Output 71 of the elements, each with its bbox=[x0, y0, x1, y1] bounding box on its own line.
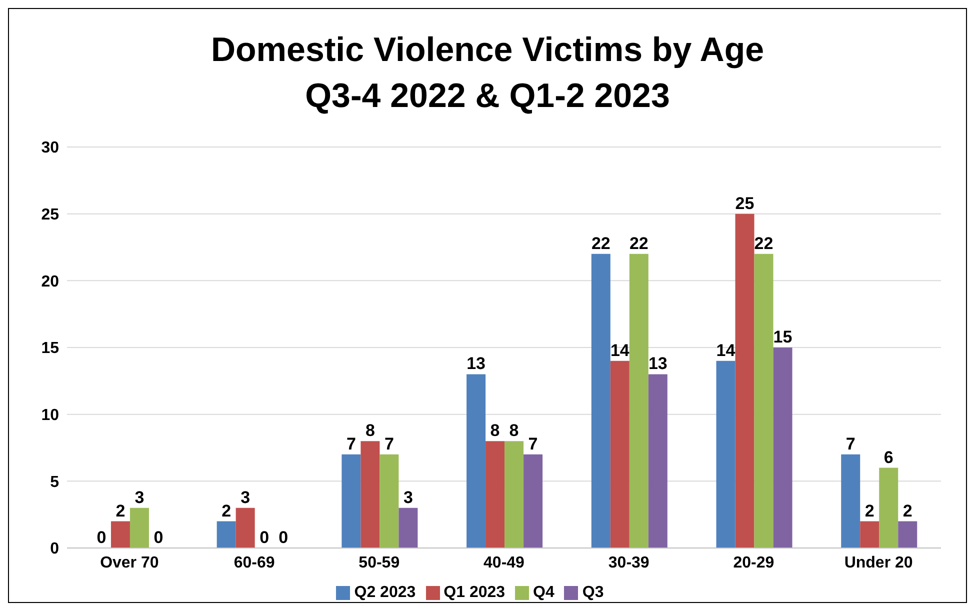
data-label: 13 bbox=[466, 354, 486, 374]
bar bbox=[466, 374, 486, 548]
y-tick-label: 15 bbox=[41, 340, 60, 358]
bar bbox=[216, 521, 236, 548]
data-label: 0 bbox=[278, 528, 288, 547]
legend-label: Q4 bbox=[533, 584, 554, 601]
data-label: 13 bbox=[648, 354, 668, 374]
data-label: 7 bbox=[384, 434, 394, 454]
bar bbox=[841, 454, 860, 548]
legend-label: Q2 2023 bbox=[354, 584, 416, 601]
data-label: 6 bbox=[884, 448, 894, 467]
y-tick-label: 5 bbox=[50, 474, 60, 491]
data-label: 15 bbox=[773, 328, 792, 346]
data-label: 7 bbox=[846, 434, 856, 454]
data-label: 22 bbox=[591, 234, 610, 253]
bar bbox=[879, 468, 898, 548]
y-tick-label: 0 bbox=[50, 540, 60, 558]
bar bbox=[898, 521, 918, 548]
bar bbox=[486, 441, 505, 548]
data-label: 14 bbox=[610, 340, 630, 360]
chart-title: Domestic Violence Victims by Age Q3-4 2022 & Q1-2 2023 bbox=[210, 30, 766, 117]
bar bbox=[398, 508, 418, 548]
data-label: 25 bbox=[735, 194, 754, 213]
data-label: 0 bbox=[260, 528, 270, 547]
data-label: 3 bbox=[403, 488, 413, 507]
x-tick-label: 30-39 bbox=[608, 554, 650, 572]
data-label: 7 bbox=[346, 434, 356, 454]
x-tick-label: 40-49 bbox=[484, 554, 525, 572]
data-label: 2 bbox=[116, 501, 126, 520]
bar bbox=[629, 254, 648, 548]
x-tick-label: 20-29 bbox=[733, 554, 774, 572]
bar bbox=[648, 374, 668, 548]
data-label: 22 bbox=[629, 234, 648, 253]
data-label: 2 bbox=[902, 501, 912, 520]
data-label: 2 bbox=[222, 501, 232, 520]
x-tick-label: Over 70 bbox=[100, 554, 159, 572]
bar bbox=[754, 254, 774, 548]
bar bbox=[130, 508, 149, 548]
y-tick-label: 25 bbox=[41, 206, 60, 224]
bar bbox=[735, 214, 754, 548]
bar bbox=[524, 454, 543, 548]
data-label: 14 bbox=[716, 340, 736, 360]
legend-label: Q1 2023 bbox=[444, 584, 506, 601]
bar bbox=[342, 454, 361, 548]
bar bbox=[860, 521, 880, 548]
legend-label: Q3 bbox=[582, 584, 604, 601]
data-label: 3 bbox=[134, 488, 144, 507]
y-tick-label: 30 bbox=[41, 140, 60, 157]
data-label: 22 bbox=[754, 234, 774, 253]
data-label: 3 bbox=[240, 488, 250, 507]
data-label: 0 bbox=[96, 528, 106, 547]
bar bbox=[610, 360, 630, 548]
data-label: 8 bbox=[509, 421, 519, 440]
bar bbox=[773, 348, 792, 548]
x-tick-label: 50-59 bbox=[358, 554, 400, 572]
bar bbox=[110, 521, 130, 548]
data-label: 7 bbox=[528, 434, 538, 454]
bar bbox=[504, 441, 524, 548]
bar bbox=[716, 360, 736, 548]
y-tick-label: 20 bbox=[41, 273, 60, 290]
x-tick-label: Under 20 bbox=[844, 554, 913, 572]
bar bbox=[360, 441, 380, 548]
bar bbox=[380, 454, 399, 548]
data-label: 8 bbox=[490, 421, 500, 440]
bar bbox=[236, 508, 255, 548]
data-label: 0 bbox=[154, 528, 164, 547]
data-label: 2 bbox=[864, 501, 874, 520]
x-tick-label: 60-69 bbox=[234, 554, 275, 572]
y-tick-label: 10 bbox=[41, 407, 60, 424]
bar bbox=[591, 254, 610, 548]
data-label: 8 bbox=[365, 421, 375, 440]
